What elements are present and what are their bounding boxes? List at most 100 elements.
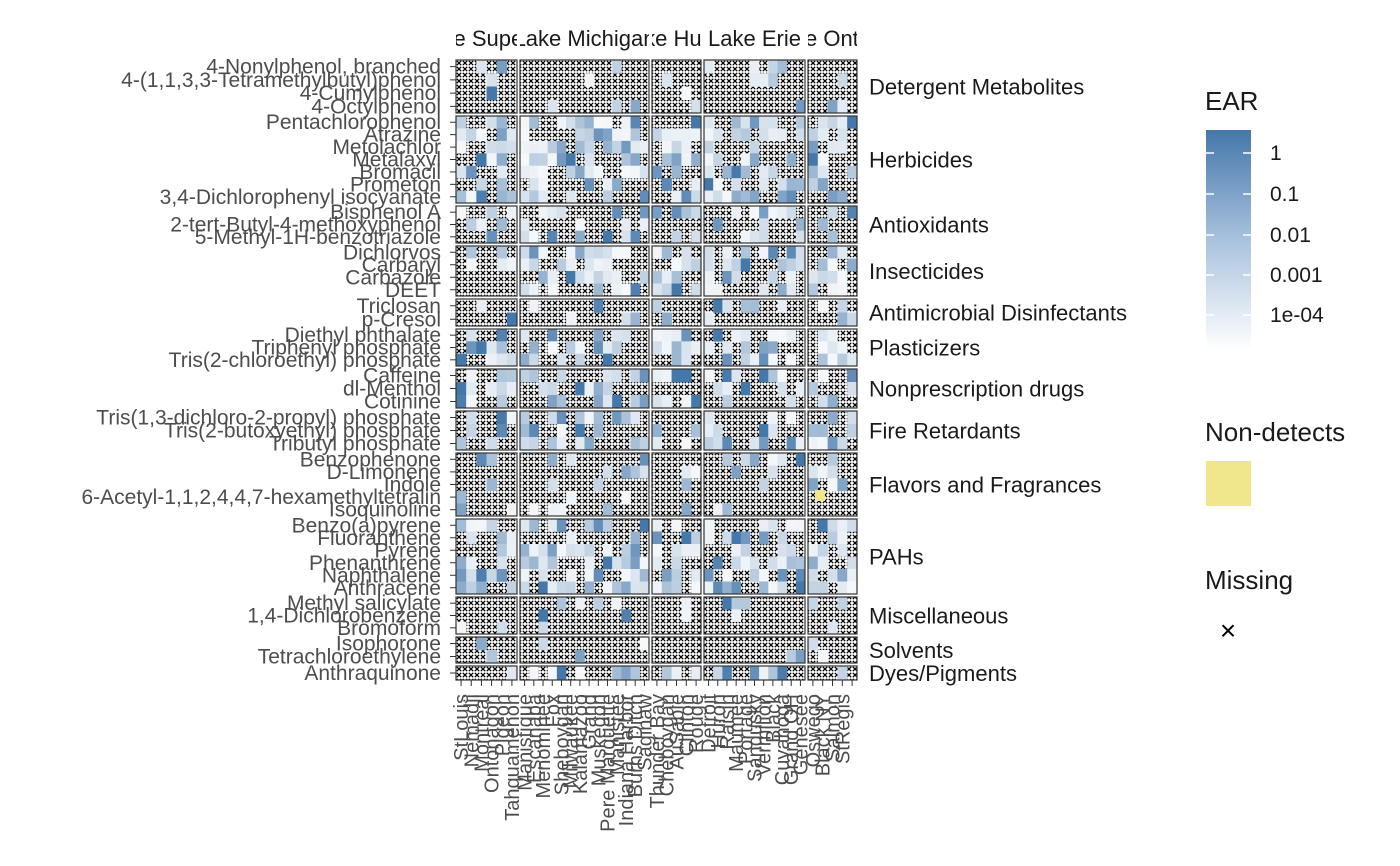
heatmap-cell [749,140,760,154]
heatmap-cell [538,271,548,284]
panel-border [807,518,858,595]
heatmap-cell [713,299,723,313]
heatmap-cell [768,581,778,595]
heatmap-cell [584,178,595,191]
heatmap-cell [520,369,530,383]
heatmap-cell [556,140,567,154]
heatmap-cell [777,128,787,142]
heatmap-cell [456,353,467,367]
heatmap-cell [704,140,714,154]
heatmap-cell [575,341,585,354]
heatmap-cell [520,128,530,142]
heatmap-cell [593,116,604,129]
heatmap-cell [817,395,828,409]
heatmap-cell [837,271,848,284]
heatmap-cell [556,153,567,167]
heatmap-cell [496,621,508,635]
panel-border [519,518,650,595]
y-tick-label: Pyrene [374,539,441,562]
heatmap-cell [837,478,848,492]
heatmap-cell [795,453,806,466]
heatmap-cell [520,437,530,451]
heatmap-cell [602,369,613,383]
heatmap-cell [817,581,828,595]
row-group-label: Insecticides [869,259,984,284]
heatmap-cell [547,666,558,681]
heatmap-cell [652,581,663,595]
heatmap-cell [681,206,692,219]
heatmap-cell [837,246,848,259]
heatmap-cell [704,258,714,272]
heatmap-cell [630,544,641,557]
x-tick-label: Rouge [686,694,708,753]
heatmap-cell [612,411,622,425]
heatmap-cell [486,206,497,219]
heatmap-cell [575,271,585,284]
heatmap-cell [681,478,692,492]
heatmap-cell [847,353,858,367]
heatmap-cell [671,329,682,342]
heatmap-cell [661,283,672,297]
y-tick-label: 4-Cumylphenol [300,82,441,105]
heatmap-cell [740,544,751,557]
heatmap-cell [817,437,828,451]
heatmap-cell [681,531,692,545]
heatmap-cell [486,453,497,466]
heatmap-cell [704,283,714,297]
y-tick-label: 3,4-Dichlorophenyl isocyanate [160,186,441,209]
y-tick-label: Pentachlorophenol [266,111,441,134]
heatmap-cell [575,246,585,259]
heatmap-cell [630,153,641,167]
heatmap-cell [538,621,548,635]
heatmap-cell [817,341,828,354]
heatmap-cell [584,519,595,532]
panel-border [807,245,858,297]
heatmap-cell [847,581,858,595]
row-group-label: Nonprescription drugs [869,377,1084,402]
heatmap-cell [652,128,663,142]
x-tick-label: Fox [542,694,564,727]
panel-border [651,636,702,664]
heatmap-cell [671,153,682,167]
heatmap-cell [749,116,760,129]
heatmap-cell [749,206,760,219]
heatmap-cell [704,569,714,582]
x-tick-label: Sheboygan [551,694,573,795]
y-tick-label: Carbazole [345,266,441,289]
heatmap-cell [496,531,508,545]
heatmap-cell [837,299,848,313]
heatmap-cell [520,218,530,231]
row-group-label: Herbicides [869,148,973,173]
heatmap-cell [566,569,576,582]
heatmap-cell [837,437,848,451]
heatmap-cell [566,581,576,595]
colorbar-break-label: 0.01 [1270,224,1311,247]
x-tick-label: Kalamazoo [570,694,592,794]
heatmap-cell [795,99,806,114]
heatmap-cell [496,569,508,582]
y-tick-label: Cotinine [364,391,441,414]
heatmap-cell [795,556,806,570]
x-tick-label: Grand [579,694,601,750]
y-tick-label: Bisphenol A [330,201,441,224]
heatmap-cell [547,437,558,451]
heatmap-cell [731,190,742,204]
heatmap-cell [704,128,714,142]
heatmap-cell [817,556,828,570]
y-tick-label: Isoquinoline [329,499,441,522]
panel-border [703,596,806,635]
heatmap-cell [584,258,595,272]
heatmap-cell [486,382,497,396]
heatmap-cell [456,490,467,504]
heatmap-cell [486,86,497,101]
heatmap-cell [547,503,558,517]
heatmap-cell [713,153,723,167]
heatmap-cell [529,230,539,244]
row-group-label: Antimicrobial Disinfectants [869,301,1127,326]
heatmap-cell [749,453,760,466]
heatmap-cell [529,140,539,154]
heatmap-cell [691,153,702,167]
heatmap-cell [575,650,585,664]
panel-border [455,636,518,664]
heatmap-cell [795,246,806,259]
